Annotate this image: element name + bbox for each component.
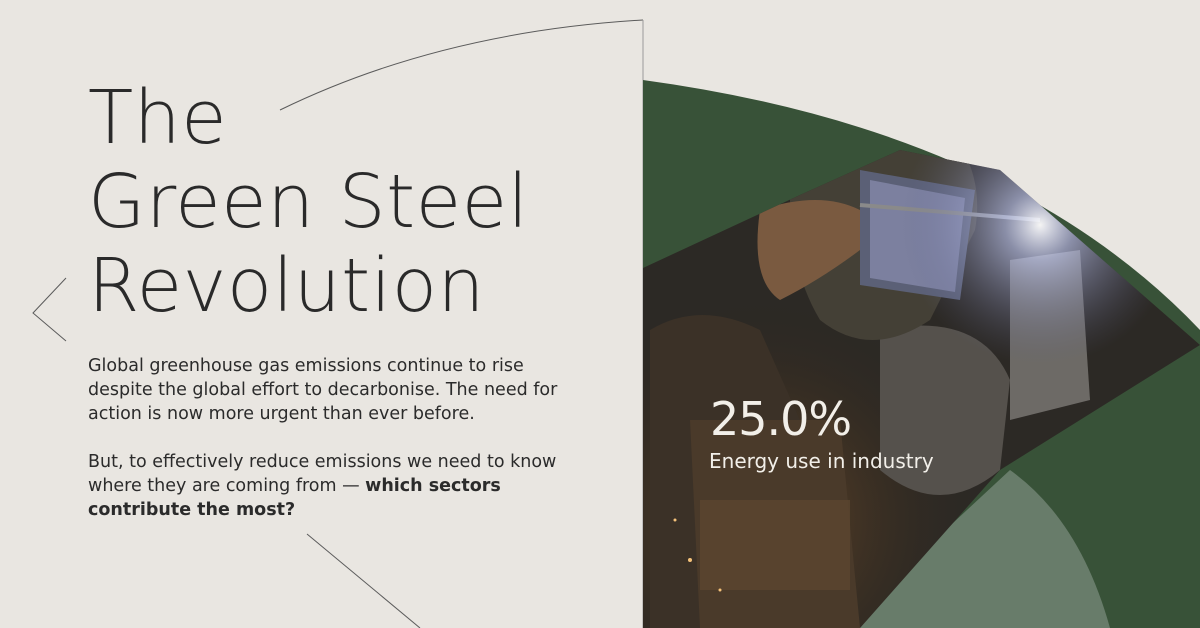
stat-value: 25.0% xyxy=(710,392,852,446)
intro-text: Global greenhouse gas emissions continue… xyxy=(88,354,578,546)
title-line-2: Green Steel xyxy=(88,159,529,245)
dark-green-wedge xyxy=(643,80,1200,628)
title-line-3: Revolution xyxy=(88,243,485,329)
page-title: The Green Steel Revolution xyxy=(88,76,529,328)
intro-paragraph-2-lead: But, to effectively reduce emissions we … xyxy=(88,452,557,496)
sage-green-wedge xyxy=(840,470,1110,628)
title-line-1: The xyxy=(88,75,228,161)
arc-line-bottom xyxy=(306,533,421,628)
intro-paragraph-2: But, to effectively reduce emissions we … xyxy=(88,450,578,522)
intro-paragraph-1: Global greenhouse gas emissions continue… xyxy=(88,356,558,424)
intro-paragraph-2-emphasis: which sectors contribute the most? xyxy=(88,476,501,520)
welder-photo xyxy=(643,150,1200,628)
left-chevron-line xyxy=(32,277,67,342)
stat-label: Energy use in industry xyxy=(709,449,934,473)
